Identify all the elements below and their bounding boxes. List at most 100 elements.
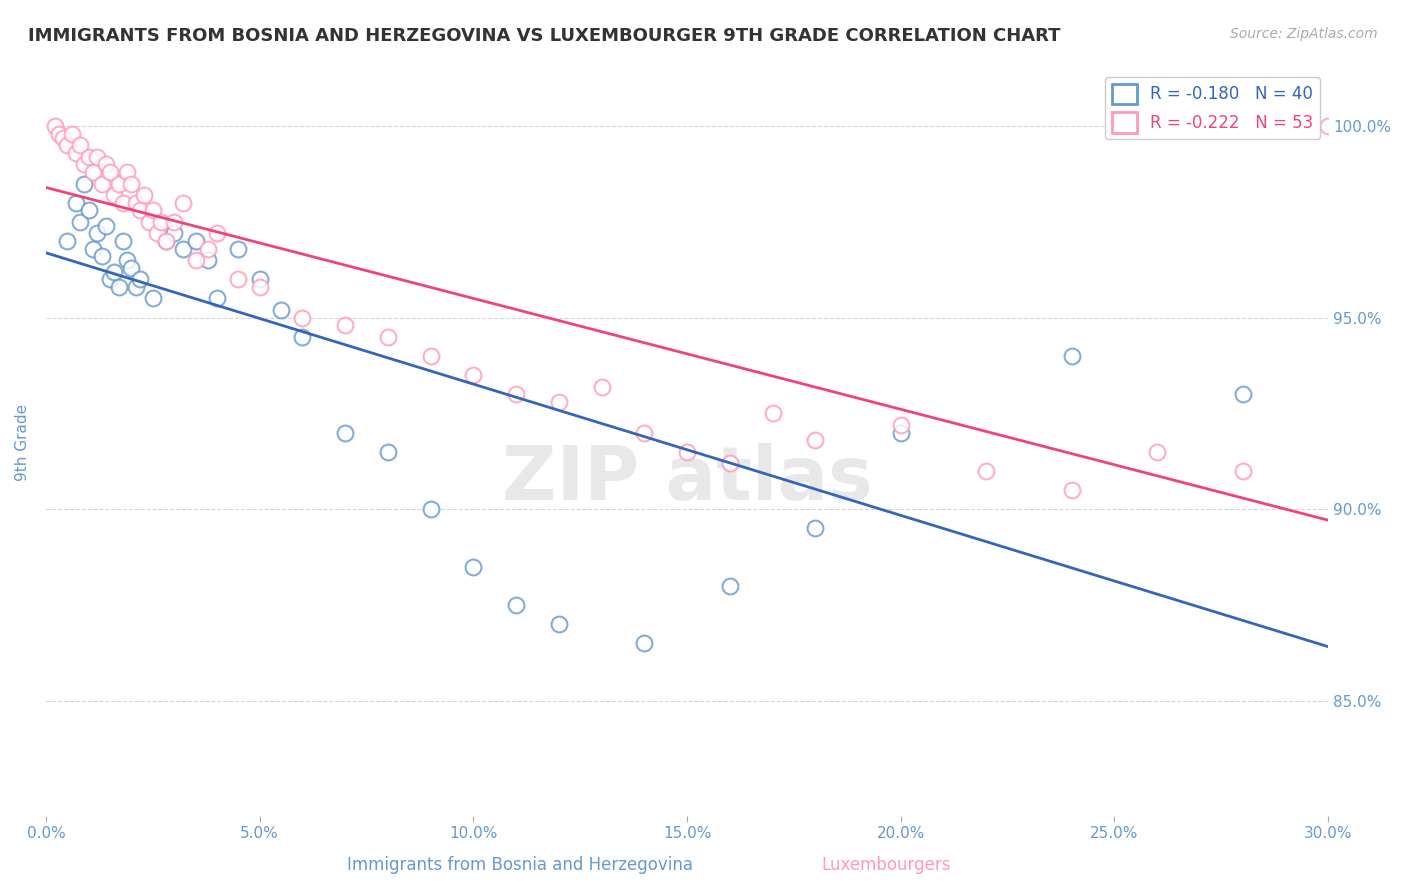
Point bbox=[142, 203, 165, 218]
Point bbox=[333, 425, 356, 440]
Point bbox=[1232, 464, 1254, 478]
Point bbox=[505, 598, 527, 612]
Point bbox=[172, 242, 194, 256]
Point bbox=[249, 280, 271, 294]
Point bbox=[505, 387, 527, 401]
Point bbox=[633, 425, 655, 440]
Point bbox=[138, 215, 160, 229]
Point bbox=[44, 119, 66, 133]
Point bbox=[103, 188, 125, 202]
Point bbox=[718, 579, 741, 593]
Point bbox=[1060, 483, 1083, 497]
Point bbox=[73, 157, 96, 171]
Point bbox=[1060, 349, 1083, 363]
Point bbox=[142, 292, 165, 306]
Point bbox=[73, 177, 96, 191]
Point bbox=[591, 379, 613, 393]
Point bbox=[249, 272, 271, 286]
Point bbox=[547, 395, 569, 409]
Point bbox=[111, 234, 134, 248]
Point bbox=[111, 195, 134, 210]
Point bbox=[291, 310, 314, 325]
Point bbox=[60, 127, 83, 141]
Point bbox=[419, 349, 441, 363]
Point bbox=[197, 253, 219, 268]
Point bbox=[115, 253, 138, 268]
Point bbox=[115, 165, 138, 179]
Point bbox=[48, 127, 70, 141]
Point bbox=[98, 272, 121, 286]
Point bbox=[463, 368, 485, 383]
Point bbox=[547, 617, 569, 632]
Point bbox=[1232, 387, 1254, 401]
Point bbox=[163, 227, 186, 241]
Point bbox=[890, 417, 912, 432]
Point bbox=[86, 227, 108, 241]
Y-axis label: 9th Grade: 9th Grade bbox=[15, 404, 30, 481]
Point bbox=[65, 195, 87, 210]
Point bbox=[146, 227, 169, 241]
Text: Source: ZipAtlas.com: Source: ZipAtlas.com bbox=[1230, 27, 1378, 41]
Point bbox=[94, 157, 117, 171]
Point bbox=[890, 425, 912, 440]
Point bbox=[205, 292, 228, 306]
Point bbox=[90, 177, 112, 191]
Point bbox=[1146, 444, 1168, 458]
Point bbox=[150, 215, 173, 229]
Text: ZIP atlas: ZIP atlas bbox=[502, 443, 873, 516]
Text: Luxembourgers: Luxembourgers bbox=[821, 856, 950, 874]
Point bbox=[107, 177, 129, 191]
Point bbox=[107, 280, 129, 294]
Point bbox=[463, 559, 485, 574]
Point bbox=[65, 145, 87, 160]
Point bbox=[718, 456, 741, 470]
Text: Immigrants from Bosnia and Herzegovina: Immigrants from Bosnia and Herzegovina bbox=[347, 856, 693, 874]
Point bbox=[270, 303, 292, 318]
Point bbox=[77, 150, 100, 164]
Point bbox=[155, 234, 177, 248]
Point bbox=[134, 188, 156, 202]
Point bbox=[90, 249, 112, 263]
Point bbox=[377, 330, 399, 344]
Point bbox=[974, 464, 997, 478]
Point bbox=[205, 227, 228, 241]
Point bbox=[172, 195, 194, 210]
Point bbox=[69, 138, 91, 153]
Point bbox=[226, 272, 249, 286]
Point bbox=[184, 253, 207, 268]
Point bbox=[163, 215, 186, 229]
Point bbox=[197, 242, 219, 256]
Point bbox=[1317, 119, 1340, 133]
Point bbox=[804, 434, 827, 448]
Point bbox=[94, 219, 117, 233]
Legend: R = -0.180   N = 40, R = -0.222   N = 53: R = -0.180 N = 40, R = -0.222 N = 53 bbox=[1105, 77, 1320, 139]
Point bbox=[82, 242, 104, 256]
Point bbox=[56, 138, 79, 153]
Point bbox=[86, 150, 108, 164]
Point bbox=[155, 234, 177, 248]
Point bbox=[52, 130, 75, 145]
Point bbox=[676, 444, 699, 458]
Point bbox=[120, 260, 142, 275]
Point bbox=[129, 203, 152, 218]
Point bbox=[184, 234, 207, 248]
Point bbox=[333, 318, 356, 333]
Point bbox=[69, 215, 91, 229]
Point bbox=[125, 195, 148, 210]
Point bbox=[291, 330, 314, 344]
Text: IMMIGRANTS FROM BOSNIA AND HERZEGOVINA VS LUXEMBOURGER 9TH GRADE CORRELATION CHA: IMMIGRANTS FROM BOSNIA AND HERZEGOVINA V… bbox=[28, 27, 1060, 45]
Point bbox=[82, 165, 104, 179]
Point bbox=[633, 636, 655, 650]
Point bbox=[77, 203, 100, 218]
Point bbox=[226, 242, 249, 256]
Point bbox=[129, 272, 152, 286]
Point bbox=[804, 521, 827, 535]
Point bbox=[125, 280, 148, 294]
Point bbox=[120, 177, 142, 191]
Point bbox=[103, 265, 125, 279]
Point bbox=[56, 234, 79, 248]
Point bbox=[98, 165, 121, 179]
Point bbox=[419, 502, 441, 516]
Point bbox=[761, 407, 783, 421]
Point bbox=[377, 444, 399, 458]
